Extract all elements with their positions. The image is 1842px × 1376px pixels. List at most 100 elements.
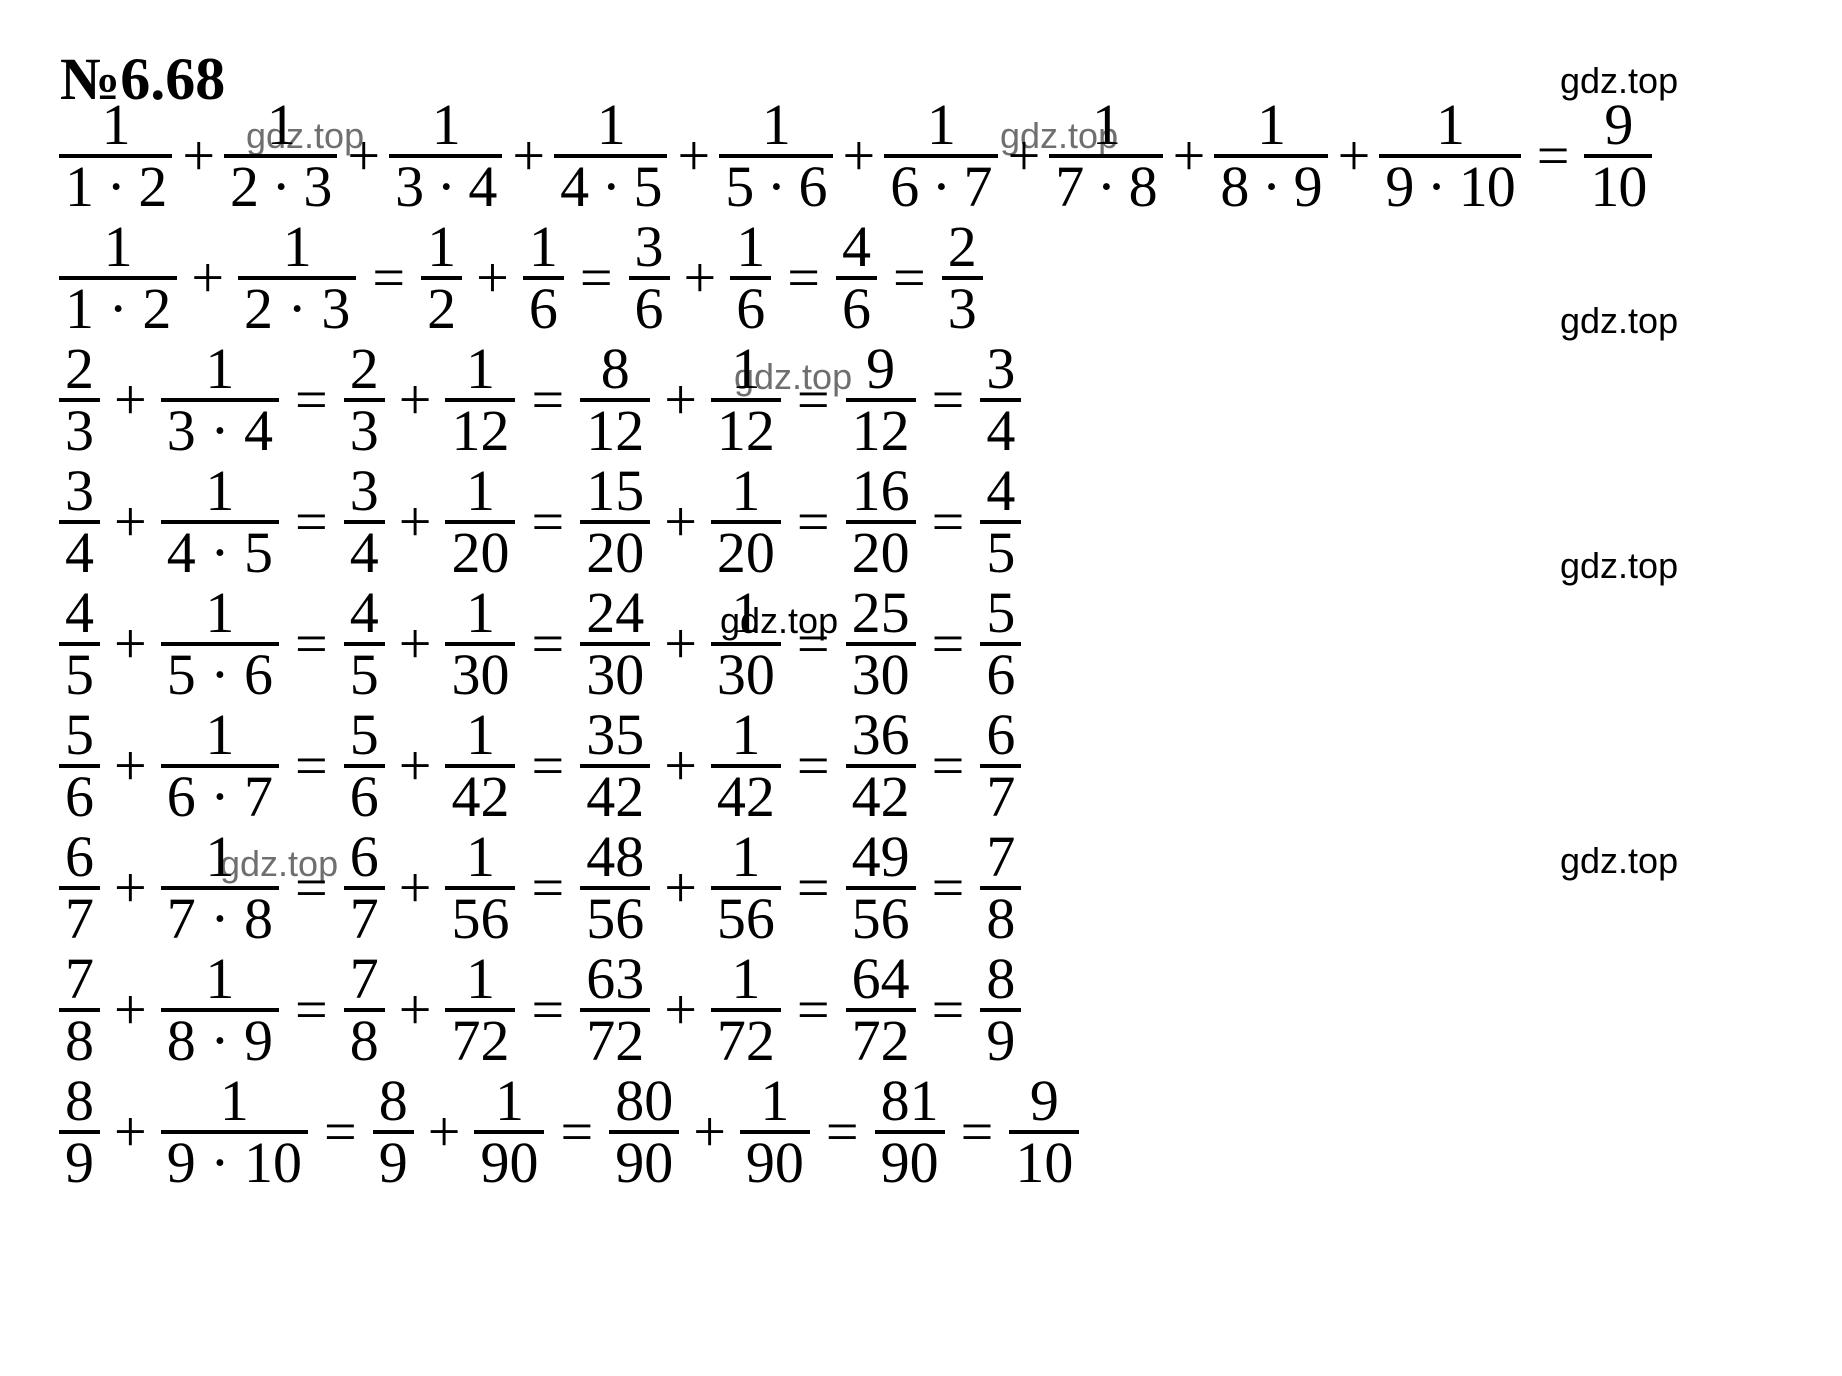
step3-eq2: = xyxy=(531,493,564,551)
step8-plus2: + xyxy=(428,1103,461,1161)
step2-b-numerator: 1 xyxy=(199,340,240,398)
step3-e-numerator: 15 xyxy=(580,462,650,520)
step8-b: 19 · 10 xyxy=(161,1072,308,1192)
step4-f-denominator: 30 xyxy=(711,646,781,704)
main-term-3-denominator: 3 · 4 xyxy=(389,158,502,216)
step7-h-numerator: 8 xyxy=(980,950,1021,1008)
step3-a-numerator: 3 xyxy=(59,462,100,520)
step6-e-denominator: 56 xyxy=(580,890,650,948)
step7-a-numerator: 7 xyxy=(59,950,100,1008)
step1-e-numerator: 3 xyxy=(629,218,670,276)
step5-plus1: + xyxy=(114,737,147,795)
main-term-3: 13 · 4 xyxy=(389,96,502,216)
step1-f-denominator: 6 xyxy=(730,280,771,338)
step7-h: 89 xyxy=(980,950,1021,1070)
step2-plus2: + xyxy=(399,371,432,429)
step7-f-numerator: 1 xyxy=(725,950,766,1008)
main-equals: = xyxy=(1537,127,1569,185)
main-term-8-denominator: 8 · 9 xyxy=(1214,158,1327,216)
step5-c-denominator: 6 xyxy=(344,768,385,826)
step5-eq3: = xyxy=(797,737,830,795)
step8-eq4: = xyxy=(961,1103,994,1161)
step1-plus2: + xyxy=(476,249,509,307)
watermark-5: gdz.top xyxy=(1560,545,1678,587)
main-term-8: 18 · 9 xyxy=(1214,96,1327,216)
main-term-2-denominator: 2 · 3 xyxy=(224,158,337,216)
step8-c-denominator: 9 xyxy=(373,1134,414,1192)
step1-f-numerator: 1 xyxy=(730,218,771,276)
step5-b-denominator: 6 · 7 xyxy=(161,768,279,826)
step7-eq1: = xyxy=(295,981,328,1039)
step5-f-numerator: 1 xyxy=(725,706,766,764)
step1-eq1: = xyxy=(372,249,405,307)
main-term-7-numerator: 1 xyxy=(1086,96,1126,154)
step3-c-numerator: 3 xyxy=(344,462,385,520)
step6-h: 78 xyxy=(980,828,1021,948)
step7-e-numerator: 63 xyxy=(580,950,650,1008)
step4-a: 45 xyxy=(59,584,100,704)
step4-h-numerator: 5 xyxy=(980,584,1021,642)
step-line-7: 78+18 · 9=78+172=6372+172=6472=89 xyxy=(55,950,1025,1070)
step4-a-numerator: 4 xyxy=(59,584,100,642)
step6-e-numerator: 48 xyxy=(580,828,650,886)
main-plus-1: + xyxy=(182,127,214,185)
main-term-1-denominator: 1 · 2 xyxy=(59,158,172,216)
step6-a-denominator: 7 xyxy=(59,890,100,948)
step3-d-denominator: 20 xyxy=(445,524,515,582)
step8-d: 190 xyxy=(474,1072,544,1192)
main-term-6-denominator: 6 · 7 xyxy=(884,158,997,216)
step5-d-numerator: 1 xyxy=(460,706,501,764)
step6-eq3: = xyxy=(797,859,830,917)
step8-h: 910 xyxy=(1009,1072,1079,1192)
step7-plus3: + xyxy=(664,981,697,1039)
step6-h-denominator: 8 xyxy=(980,890,1021,948)
step3-h-numerator: 4 xyxy=(980,462,1021,520)
step3-b-numerator: 1 xyxy=(199,462,240,520)
step3-eq1: = xyxy=(295,493,328,551)
step1-b-numerator: 1 xyxy=(277,218,318,276)
step4-b: 15 · 6 xyxy=(161,584,279,704)
step5-b-numerator: 1 xyxy=(199,706,240,764)
step2-c-numerator: 2 xyxy=(344,340,385,398)
main-term-8-numerator: 1 xyxy=(1251,96,1291,154)
step2-plus1: + xyxy=(114,371,147,429)
step6-c-denominator: 7 xyxy=(344,890,385,948)
step8-c: 89 xyxy=(373,1072,414,1192)
step7-g-numerator: 64 xyxy=(846,950,916,1008)
step5-h-numerator: 6 xyxy=(980,706,1021,764)
step2-eq3: = xyxy=(797,371,830,429)
step6-eq4: = xyxy=(932,859,965,917)
step4-eq1: = xyxy=(295,615,328,673)
step2-d: 112 xyxy=(445,340,515,460)
step2-h: 34 xyxy=(980,340,1021,460)
step7-a: 78 xyxy=(59,950,100,1070)
step6-a: 67 xyxy=(59,828,100,948)
main-result-denominator: 10 xyxy=(1584,158,1652,216)
step8-eq3: = xyxy=(826,1103,859,1161)
step1-c: 12 xyxy=(421,218,462,338)
step2-g-numerator: 9 xyxy=(860,340,901,398)
step1-plus3: + xyxy=(684,249,717,307)
step8-h-denominator: 10 xyxy=(1009,1134,1079,1192)
step7-c-numerator: 7 xyxy=(344,950,385,1008)
step5-eq4: = xyxy=(932,737,965,795)
step6-f-denominator: 56 xyxy=(711,890,781,948)
step4-plus3: + xyxy=(664,615,697,673)
step6-b-denominator: 7 · 8 xyxy=(161,890,279,948)
step7-b-numerator: 1 xyxy=(199,950,240,1008)
step4-c: 45 xyxy=(344,584,385,704)
step5-c: 56 xyxy=(344,706,385,826)
step2-g-denominator: 12 xyxy=(846,402,916,460)
step4-e: 2430 xyxy=(580,584,650,704)
step7-eq2: = xyxy=(531,981,564,1039)
main-term-4: 14 · 5 xyxy=(554,96,667,216)
main-term-6: 16 · 7 xyxy=(884,96,997,216)
main-plus-7: + xyxy=(1173,127,1205,185)
step2-eq1: = xyxy=(295,371,328,429)
step2-eq4: = xyxy=(932,371,965,429)
step2-plus3: + xyxy=(664,371,697,429)
step6-d-numerator: 1 xyxy=(460,828,501,886)
step1-e: 36 xyxy=(629,218,670,338)
main-result-numerator: 9 xyxy=(1598,96,1638,154)
step7-d-numerator: 1 xyxy=(460,950,501,1008)
